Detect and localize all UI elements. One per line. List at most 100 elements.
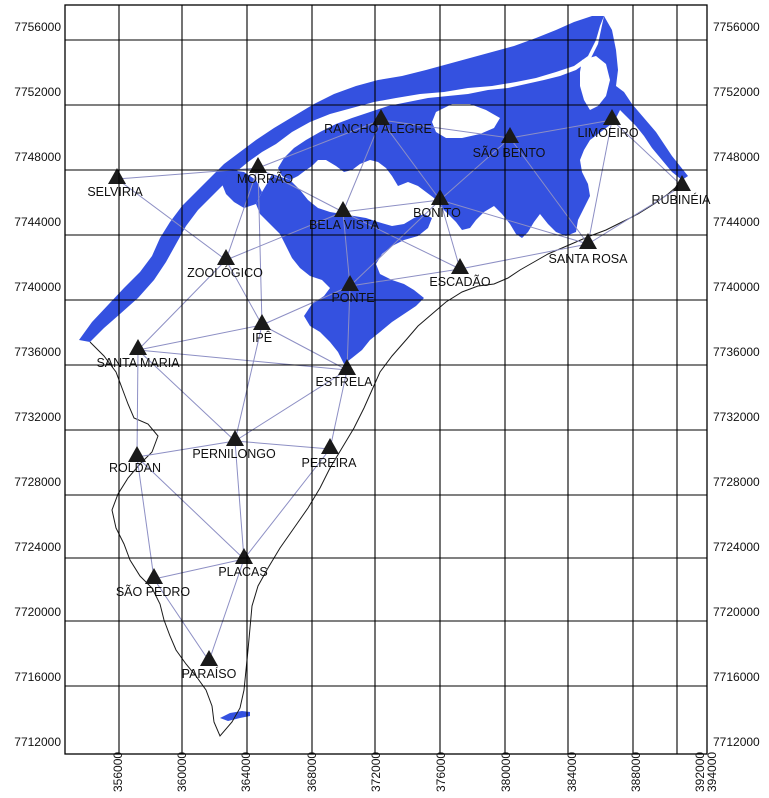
network-link xyxy=(380,119,441,201)
station-label: BELA VISTA xyxy=(309,218,380,232)
y-tick-label-left: 7724000 xyxy=(14,540,61,554)
triangle-marker-icon xyxy=(321,438,339,454)
reservoir-water xyxy=(79,16,688,721)
network-link xyxy=(349,268,461,287)
network-link xyxy=(349,199,441,287)
station-markers: RANCHO ALEGRE LIMOEIRO SÃO BENTO SELVIRIA MO… xyxy=(87,109,711,681)
network-link xyxy=(329,369,348,450)
station-ipe: IPÊ xyxy=(252,314,272,345)
y-tick-label-left: 7756000 xyxy=(14,20,61,34)
x-tick-label: 392000 xyxy=(693,752,707,792)
reservoir-west-arm xyxy=(222,170,262,208)
station-ponte: PONTE xyxy=(331,275,375,305)
station-label: PEREIRA xyxy=(302,456,358,470)
network-link xyxy=(342,211,351,287)
y-tick-label-left: 7712000 xyxy=(14,735,61,749)
station-label: ESTRELA xyxy=(316,375,374,389)
station-label: MORRÃO xyxy=(237,172,294,186)
y-tick-label-right: 7740000 xyxy=(713,280,760,294)
network-link xyxy=(257,167,344,213)
y-tick-label-right: 7720000 xyxy=(713,605,760,619)
y-tick-label-right: 7732000 xyxy=(713,410,760,424)
station-label: IPÊ xyxy=(252,330,272,345)
triangle-marker-icon xyxy=(108,168,126,184)
triangle-marker-icon xyxy=(145,568,163,584)
river-channel xyxy=(79,16,604,342)
network-link xyxy=(261,324,348,371)
network-link xyxy=(439,137,511,201)
map-frame xyxy=(64,4,708,755)
network-link xyxy=(116,178,227,261)
station-sao-pedro: SÃO PEDRO xyxy=(116,568,191,599)
network-link xyxy=(153,558,245,580)
y-tick-label-left: 7752000 xyxy=(14,85,61,99)
x-tick-label: 368000 xyxy=(305,752,319,792)
station-bela-vista: BELA VISTA xyxy=(309,201,380,232)
island-east xyxy=(580,56,610,110)
station-pereira: PEREIRA xyxy=(302,438,358,470)
station-label: LIMOEIRO xyxy=(577,126,638,140)
coordinate-grid xyxy=(65,5,707,754)
x-tick-label: 356000 xyxy=(111,752,125,792)
triangle-marker-icon xyxy=(451,258,469,274)
x-tick-label: 372000 xyxy=(369,752,383,792)
y-tick-label-left: 7732000 xyxy=(14,410,61,424)
network-link xyxy=(234,324,263,442)
station-label: ROLDAN xyxy=(109,461,161,475)
x-axis-labels: 356000 360000 364000 368000 372000 376000 3800… xyxy=(111,752,719,792)
station-selviria: SELVIRIA xyxy=(87,168,143,199)
reservoir-south-arm xyxy=(256,174,432,364)
y-tick-label-left: 7716000 xyxy=(14,670,61,684)
triangle-marker-icon xyxy=(341,275,359,291)
station-estrela: ESTRELA xyxy=(316,359,374,389)
network-link xyxy=(509,137,589,245)
triangle-marker-icon xyxy=(338,359,356,375)
station-label: RANCHO ALEGRE xyxy=(324,122,432,136)
y-tick-label-right: 7744000 xyxy=(713,215,760,229)
network-link xyxy=(136,440,236,458)
triangle-marker-icon xyxy=(200,650,218,666)
y-tick-label-right: 7752000 xyxy=(713,85,760,99)
study-area-boundary xyxy=(89,181,683,737)
station-label: SANTA ROSA xyxy=(549,252,629,266)
triangle-marker-icon xyxy=(217,249,235,265)
network-link xyxy=(380,119,511,139)
station-label: PONTE xyxy=(331,291,374,305)
station-label: RUBINÉIA xyxy=(651,192,711,207)
y-tick-label-left: 7728000 xyxy=(14,475,61,489)
y-tick-label-right: 7724000 xyxy=(713,540,760,554)
triangle-marker-icon xyxy=(253,314,271,330)
y-tick-label-left: 7736000 xyxy=(14,345,61,359)
station-limoeiro: LIMOEIRO xyxy=(577,109,639,140)
network-link xyxy=(136,349,139,458)
y-tick-label-left: 7744000 xyxy=(14,215,61,229)
y-axis-labels-right: 7756000 7752000 7748000 7744000 7740000 77360… xyxy=(713,20,760,749)
network-link xyxy=(234,440,331,450)
x-tick-label: 364000 xyxy=(239,752,253,792)
station-label: ESCADÃO xyxy=(429,275,490,289)
station-pernilongo: PERNILONGO xyxy=(192,430,276,461)
station-rancho-alegre: RANCHO ALEGRE xyxy=(324,109,432,136)
triangle-marker-icon xyxy=(372,109,390,125)
station-label: PERNILONGO xyxy=(192,447,276,461)
x-tick-label: 388000 xyxy=(629,752,643,792)
triangle-marker-icon xyxy=(603,109,621,125)
station-roldan: ROLDAN xyxy=(109,446,161,475)
y-tick-label-right: 7716000 xyxy=(713,670,760,684)
x-tick-label: 380000 xyxy=(499,752,513,792)
y-tick-label-right: 7712000 xyxy=(713,735,760,749)
station-label: SÃO BENTO xyxy=(473,146,546,160)
network-link xyxy=(587,119,613,245)
network-link xyxy=(509,119,613,139)
station-morrao: MORRÃO xyxy=(237,157,294,186)
network-link xyxy=(208,558,245,662)
station-label: PARAÍSO xyxy=(182,666,237,681)
network-link xyxy=(261,285,351,326)
x-tick-label: 376000 xyxy=(434,752,448,792)
x-tick-label: 360000 xyxy=(175,752,189,792)
station-label: SÃO PEDRO xyxy=(116,585,191,599)
triangle-marker-icon xyxy=(235,548,253,564)
y-tick-label-right: 7728000 xyxy=(713,475,760,489)
triangle-marker-icon xyxy=(579,233,597,249)
